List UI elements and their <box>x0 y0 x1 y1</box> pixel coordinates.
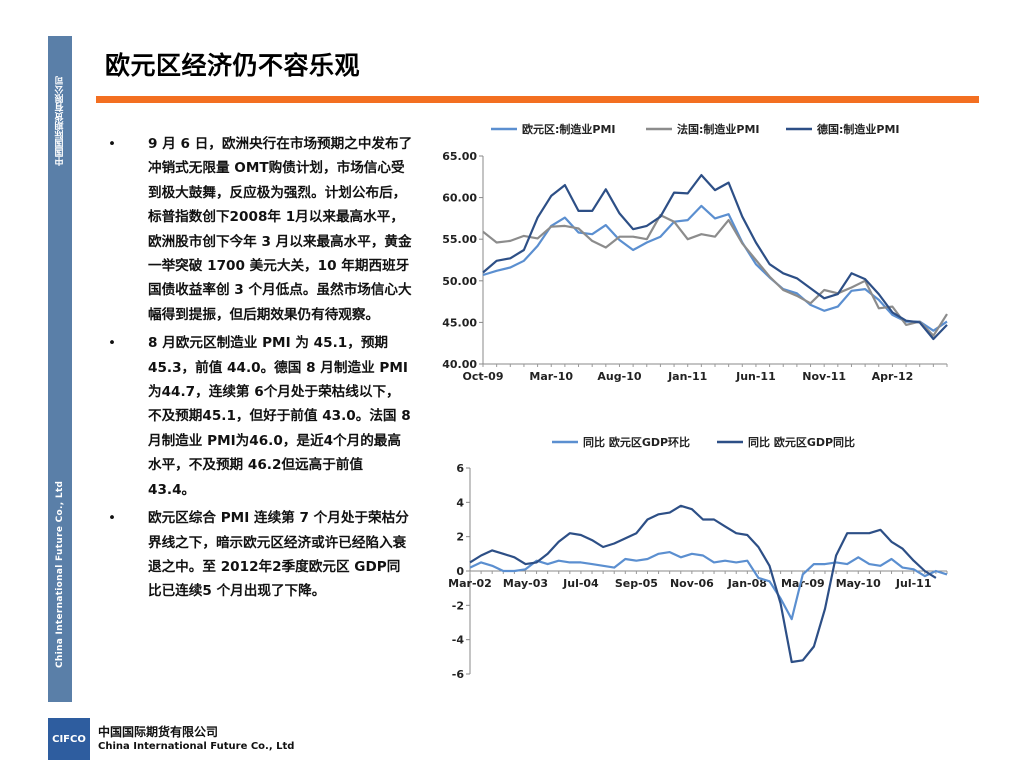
x-tick-label: Jul-11 <box>895 577 932 590</box>
y-tick-label: -4 <box>452 634 465 647</box>
sidebar-company-cn: 中国国际期货有限公司 <box>55 76 66 166</box>
y-tick-label: 4 <box>456 496 464 509</box>
page-title: 欧元区经济仍不容乐观 <box>105 51 361 80</box>
y-tick-label: 55.00 <box>442 233 477 246</box>
bullet-text: 9 月 6 日，欧洲央行在市场预期之中发布了冲销式无限量 OMT购债计划，市场信… <box>148 136 413 323</box>
x-tick-label: Mar-10 <box>529 370 573 383</box>
x-tick-label: Aug-10 <box>597 370 641 383</box>
x-tick-label: Nov-06 <box>670 577 714 590</box>
footer-company-en: China International Future Co., Ltd <box>98 741 295 752</box>
x-tick-label: May-10 <box>836 577 881 590</box>
legend-label: 同比 欧元区GDP同比 <box>748 435 855 449</box>
sidebar-company-en: China International Future Co., Ltd <box>55 480 65 668</box>
series-line <box>469 551 948 621</box>
series-line <box>482 214 948 337</box>
x-tick-label: Jan-11 <box>667 370 707 383</box>
footer-company-cn: 中国国际期货有限公司 <box>98 725 219 739</box>
y-tick-label: 6 <box>456 462 464 475</box>
y-tick-label: 45.00 <box>442 316 477 329</box>
gdp-chart: 6 4 2 0 -2 -4 -6 Mar-02 May-03 Jul-04 Sep-05 Nov-06… <box>448 435 948 681</box>
sidebar: 中国国际期货有限公司 China International Future Co… <box>48 36 72 702</box>
legend-label: 同比 欧元区GDP环比 <box>583 435 690 449</box>
y-tick-label: -2 <box>452 599 464 612</box>
x-tick-label: Jan-08 <box>727 577 767 590</box>
y-tick-label: 60.00 <box>442 192 477 205</box>
bullet-text: 8 月欧元区制造业 PMI 为 45.1，预期 45.3，前值 44.0。德国 … <box>148 335 411 498</box>
bullet-list: • 9 月 6 日，欧洲央行在市场预期之中发布了冲销式无限量 OMT购债计划，市场… <box>108 132 413 608</box>
x-tick-label: Apr-12 <box>872 370 914 383</box>
y-tick-label: 2 <box>456 531 464 544</box>
x-tick-label: Jul-04 <box>562 577 599 590</box>
y-tick-label: 0 <box>456 565 464 578</box>
title-divider <box>96 96 979 103</box>
y-tick-label: 50.00 <box>442 275 477 288</box>
cifco-logo: CIFCO <box>48 718 90 760</box>
bullet-item: • 8 月欧元区制造业 PMI 为 45.1，预期 45.3，前值 44.0。德国… <box>108 331 413 502</box>
legend-label: 欧元区:制造业PMI <box>522 122 616 136</box>
y-tick-label: -6 <box>452 668 465 681</box>
y-tick-label: 65.00 <box>442 150 477 163</box>
series-line <box>482 174 948 341</box>
x-tick-label: May-03 <box>503 577 548 590</box>
y-tick-label: 40.00 <box>442 358 477 371</box>
legend-label: 德国:制造业PMI <box>816 122 900 136</box>
series-line <box>482 204 948 332</box>
legend-label: 法国:制造业PMI <box>677 122 760 136</box>
x-tick-label: Sep-05 <box>615 577 658 590</box>
bullet-icon: • <box>108 136 117 152</box>
bullet-icon: • <box>108 335 117 352</box>
x-tick-label: Jun-11 <box>735 370 776 383</box>
bullet-item: • 欧元区综合 PMI 连续第 7 个月处于荣枯分界线之下，暗示欧元区经济或许已经… <box>108 506 413 604</box>
bullet-icon: • <box>108 510 117 527</box>
series-line <box>469 504 937 664</box>
x-tick-label: Oct-09 <box>462 370 503 383</box>
bullet-item: • 9 月 6 日，欧洲央行在市场预期之中发布了冲销式无限量 OMT购债计划，市场… <box>108 132 413 327</box>
x-tick-label: Mar-02 <box>448 577 492 590</box>
x-tick-label: Mar-09 <box>781 577 825 590</box>
x-tick-label: Nov-11 <box>802 370 846 383</box>
bullet-text: 欧元区综合 PMI 连续第 7 个月处于荣枯分界线之下，暗示欧元区经济或许已经陷… <box>148 510 409 600</box>
